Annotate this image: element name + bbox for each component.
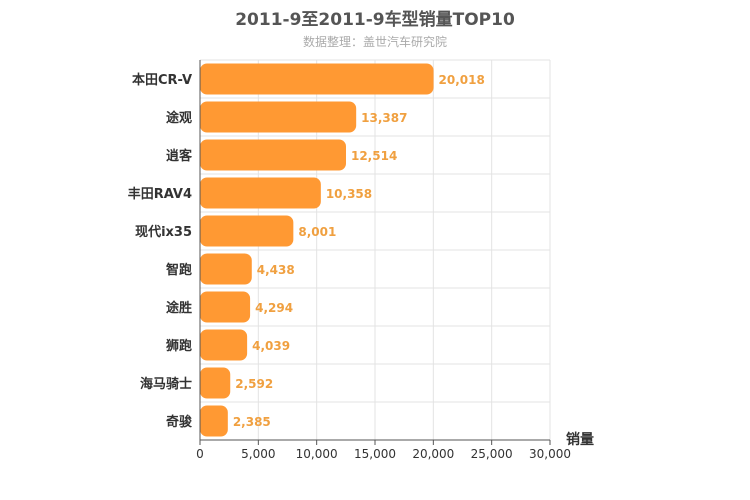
data-label: 2,385 [233, 415, 271, 429]
data-label: 4,438 [257, 263, 295, 277]
x-tick-label: 0 [196, 447, 204, 461]
bar [200, 63, 434, 95]
category-label: 途胜 [166, 300, 192, 316]
chart-subtitle: 数据整理：盖世汽车研究院 [302, 35, 447, 49]
category-label: 奇骏 [166, 414, 193, 430]
bar [200, 215, 294, 247]
category-label: 狮跑 [165, 338, 192, 354]
category-label: 逍客 [166, 148, 193, 164]
data-label: 4,039 [252, 339, 290, 353]
data-label: 8,001 [298, 225, 336, 239]
data-label: 2,592 [235, 377, 273, 391]
bar [200, 329, 248, 361]
x-tick-label: 30,000 [529, 447, 571, 461]
data-label: 4,294 [255, 301, 293, 315]
data-label: 10,358 [326, 187, 372, 201]
bar [200, 177, 321, 209]
data-label: 13,387 [361, 111, 407, 125]
category-label: 海马骑士 [140, 376, 192, 392]
category-label: 本田CR-V [132, 72, 192, 88]
x-tick-label: 25,000 [471, 447, 513, 461]
bar [200, 291, 251, 323]
category-label: 现代ix35 [135, 224, 192, 240]
x-tick-label: 5,000 [241, 447, 275, 461]
bar [200, 139, 346, 171]
category-label: 丰田RAV4 [128, 186, 192, 202]
data-label: 12,514 [351, 149, 397, 163]
bar [200, 101, 357, 133]
bar [200, 253, 252, 285]
bar [200, 367, 231, 399]
category-label: 智跑 [166, 262, 192, 278]
x-axis-title: 销量 [566, 431, 594, 448]
category-label: 途观 [166, 110, 192, 126]
x-tick-label: 20,000 [412, 447, 454, 461]
chart-title: 2011-9至2011-9车型销量TOP10 [235, 10, 515, 30]
x-tick-label: 15,000 [354, 447, 396, 461]
bar [200, 405, 228, 437]
x-tick-label: 10,000 [296, 447, 338, 461]
data-label: 20,018 [439, 73, 485, 87]
